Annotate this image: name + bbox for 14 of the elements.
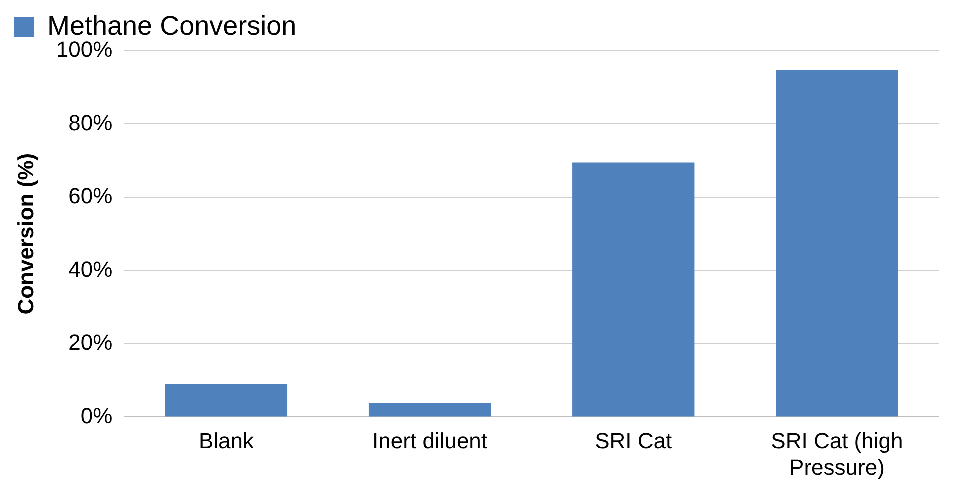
y-tick-label: 20% — [68, 330, 113, 356]
x-tick-label: Inert diluent — [372, 428, 488, 454]
x-tick-label: SRI Cat (high Pressure) — [771, 428, 904, 480]
bar — [165, 384, 288, 417]
x-tick-label: SRI Cat — [595, 428, 672, 454]
bar — [572, 162, 695, 417]
y-tick-label: 60% — [68, 184, 113, 209]
y-tick-label: 80% — [68, 110, 113, 136]
y-tick-label: 40% — [68, 256, 113, 282]
bar — [776, 70, 898, 417]
y-axis-title: Conversion (%) — [13, 153, 38, 315]
bar — [368, 403, 492, 417]
y-tick-label: 0% — [80, 403, 113, 428]
x-tick-label: Blank — [198, 428, 255, 454]
